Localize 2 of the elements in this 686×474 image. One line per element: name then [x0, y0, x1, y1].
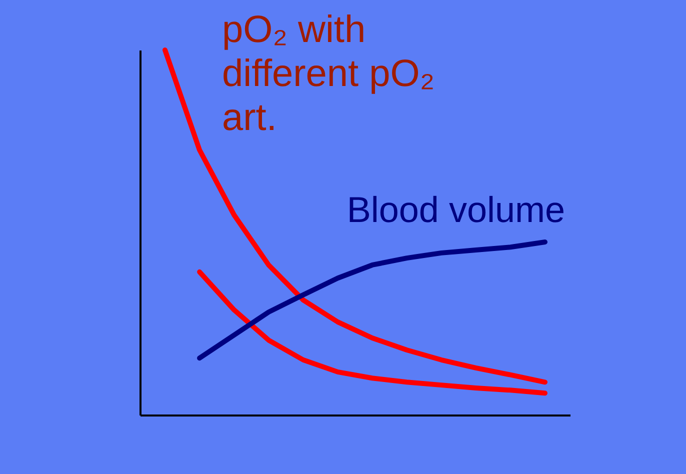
- series-label: Blood volume: [346, 188, 566, 230]
- annotation: pO₂ with different pO₂ art.: [222, 9, 435, 139]
